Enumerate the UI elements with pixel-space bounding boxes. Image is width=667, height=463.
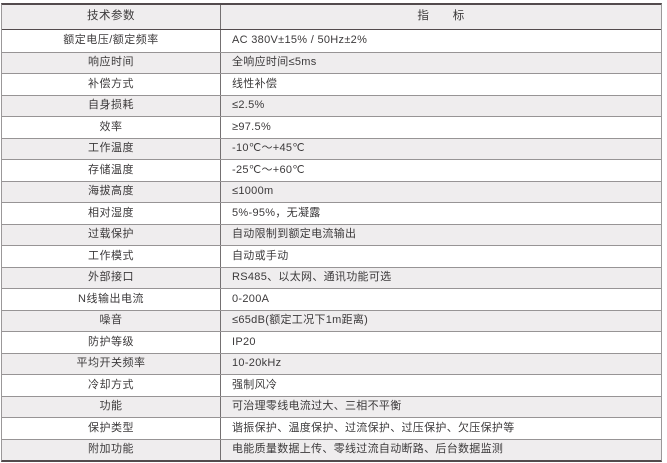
parameter-cell: 存储温度 [2,160,221,181]
specification-cell: 线性补偿 [232,77,278,90]
parameter-cell: 过载保护 [2,224,221,245]
specification-cell: 自动限制到额定电流输出 [232,228,357,241]
table-row: 冷却方式 强制风冷 [2,374,661,396]
table-row: 过载保护 自动限制到额定电流输出 [2,223,661,245]
specification-cell: 全响应时间≤5ms [232,56,317,69]
parameter-cell: 冷却方式 [2,375,221,396]
column-header-specification: 指 标 [417,10,465,23]
table-row: 保护类型 谐振保护、温度保护、过流保护、过压保护、欠压保护等 [2,417,661,439]
parameter-cell: N线输出电流 [2,289,221,310]
table-row: 响应时间 全响应时间≤5ms [2,51,661,73]
specification-cell: ≤2.5% [232,99,265,112]
specification-cell: ≤65dB(额定工况下1m距离) [232,314,369,327]
table-row: 噪音 ≤65dB(额定工况下1m距离) [2,309,661,331]
specification-cell: 10-20kHz [232,357,282,370]
parameter-cell: 效率 [2,117,221,138]
table-header-row: 技术参数 指 标 [2,5,661,30]
table-row: 工作温度 -10℃～+45℃ [2,137,661,159]
parameter-cell: 响应时间 [2,52,221,73]
table-row: N线输出电流 0-200A [2,288,661,310]
column-header-technical-parameter: 技术参数 [2,5,221,29]
parameter-cell: 保护类型 [2,418,221,439]
table-row: 存储温度 -25℃～+60℃ [2,159,661,181]
parameter-cell: 功能 [2,396,221,417]
table-row: 补偿方式 线性补偿 [2,73,661,95]
table-row: 自身损耗 ≤2.5% [2,94,661,116]
table-row: 海拔高度 ≤1000m [2,180,661,202]
parameter-cell: 防护等级 [2,332,221,353]
specification-cell: 强制风冷 [232,378,278,391]
specification-cell: RS485、以太网、通讯功能可选 [232,271,392,284]
specification-cell: 自动或手动 [232,249,289,262]
specification-cell: 0-200A [232,292,270,305]
table-row: 效率 ≥97.5% [2,116,661,138]
table-row: 工作模式 自动或手动 [2,245,661,267]
table-row: 相对湿度 5%-95%，无凝露 [2,202,661,224]
parameter-cell: 工作模式 [2,246,221,267]
parameter-cell: 外部接口 [2,267,221,288]
table-row: 功能 可治理零线电流过大、三相不平衡 [2,395,661,417]
parameter-cell: 相对湿度 [2,203,221,224]
technical-parameters-table: 技术参数 指 标 额定电压/额定频率 AC 380V±15% / 50Hz±2% 响… [1,3,662,462]
table-row: 平均开关频率 10-20kHz [2,352,661,374]
parameter-cell: 海拔高度 [2,181,221,202]
parameter-cell: 平均开关频率 [2,353,221,374]
parameter-cell: 噪音 [2,310,221,331]
table-row: 额定电压/额定频率 AC 380V±15% / 50Hz±2% [2,30,661,52]
table-row: 外部接口 RS485、以太网、通讯功能可选 [2,266,661,288]
parameter-cell: 附加功能 [2,439,221,460]
specification-cell: -10℃～+45℃ [232,142,305,155]
specification-cell: 谐振保护、温度保护、过流保护、过压保护、欠压保护等 [232,421,515,434]
specification-cell: -25℃～+60℃ [232,163,305,176]
parameter-cell: 补偿方式 [2,74,221,95]
parameter-cell: 额定电压/额定频率 [2,30,221,52]
parameter-cell: 工作温度 [2,138,221,159]
specification-cell: IP20 [232,335,256,348]
specification-cell: AC 380V±15% / 50Hz±2% [232,34,368,47]
table-body: 额定电压/额定频率 AC 380V±15% / 50Hz±2% 响应时间 全响应时间≤… [2,30,661,460]
specification-cell: 5%-95%，无凝露 [232,206,321,219]
specification-cell: ≤1000m [232,185,274,198]
specification-cell: 电能质量数据上传、零线过流自动断路、后台数据监测 [232,443,504,456]
specification-cell: ≥97.5% [232,120,272,133]
parameter-cell: 自身损耗 [2,95,221,116]
table-row: 防护等级 IP20 [2,331,661,353]
table-row: 附加功能 电能质量数据上传、零线过流自动断路、后台数据监测 [2,438,661,460]
specification-cell: 可治理零线电流过大、三相不平衡 [232,400,402,413]
